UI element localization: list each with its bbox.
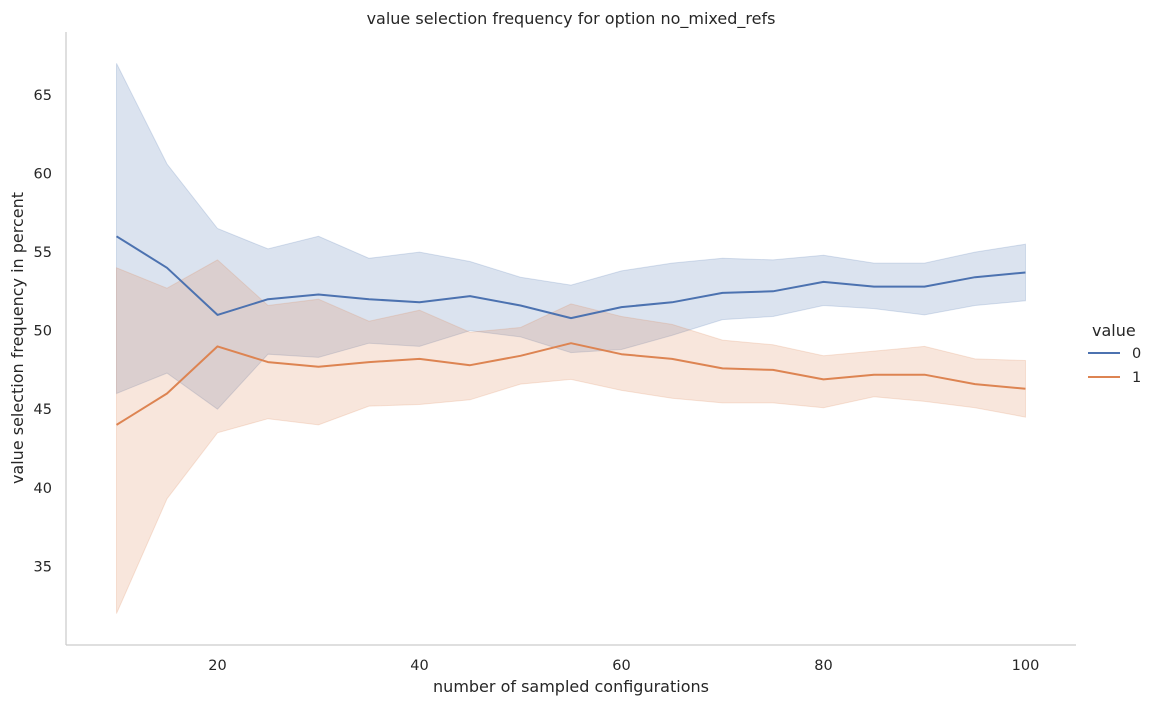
y-tick-label: 55 <box>34 245 52 261</box>
y-tick-label: 35 <box>34 559 52 575</box>
y-tick-label: 40 <box>34 481 52 497</box>
x-tick-label: 40 <box>410 658 428 674</box>
x-tick-label: 100 <box>1012 658 1040 674</box>
x-tick-label: 80 <box>814 658 832 674</box>
x-tick-label: 20 <box>208 658 226 674</box>
x-tick-label: 60 <box>612 658 630 674</box>
y-tick-label: 60 <box>34 166 52 182</box>
series-line-1 <box>115 342 1026 426</box>
series-line-0 <box>115 235 1026 320</box>
x-axis-label: number of sampled configurations <box>433 677 709 696</box>
chart-title: value selection frequency for option no_… <box>367 9 776 29</box>
y-axis-label: value selection frequency in percent <box>8 192 27 484</box>
x-tick-labels: 20 40 60 80 100 <box>208 658 1039 674</box>
confidence-bands <box>116 63 1026 614</box>
y-tick-labels: 35 40 45 50 55 60 65 <box>34 88 52 576</box>
y-tick-label: 50 <box>34 324 52 340</box>
confidence-band-1 <box>116 259 1026 614</box>
legend: value 0 1 <box>1088 321 1141 386</box>
confidence-band-0 <box>116 63 1026 410</box>
y-tick-label: 65 <box>34 88 52 104</box>
legend-title: value <box>1092 321 1136 340</box>
legend-label-1: 1 <box>1132 370 1141 386</box>
y-tick-label: 45 <box>34 402 52 418</box>
series-lines <box>115 235 1026 426</box>
legend-label-0: 0 <box>1132 346 1141 362</box>
